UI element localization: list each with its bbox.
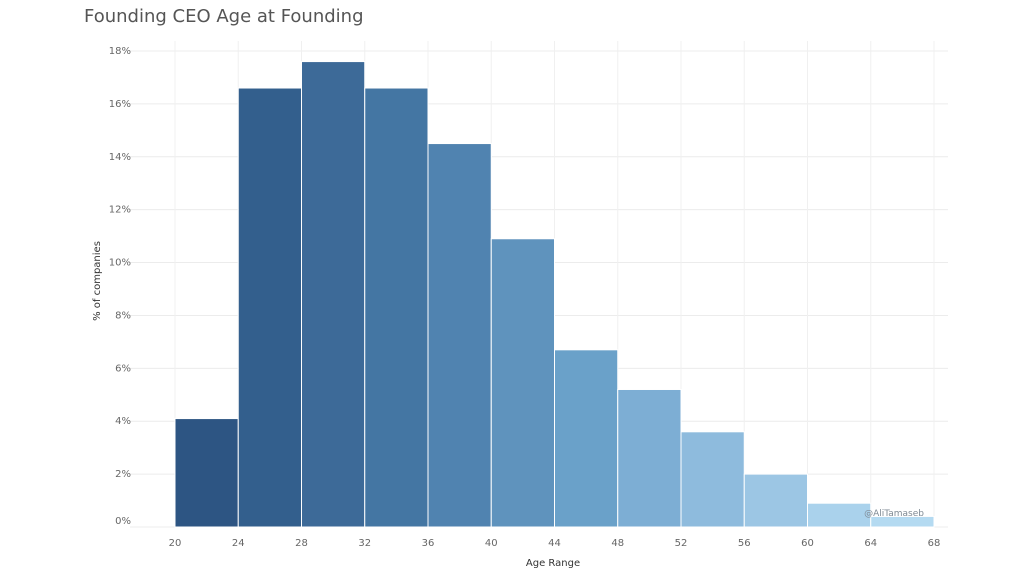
watermark: @AliTamaseb <box>864 509 924 519</box>
x-axis-ticks: 20 24 28 32 36 40 44 48 52 56 60 64 68 <box>169 538 941 549</box>
y-tick-label: 10% <box>109 258 131 269</box>
x-tick-label: 32 <box>358 538 371 549</box>
bar-52-56 <box>680 431 745 528</box>
y-tick-label: 4% <box>115 416 131 427</box>
y-tick-label: 12% <box>109 205 131 216</box>
bar-24-28 <box>237 87 302 528</box>
bar-28-32 <box>301 61 366 528</box>
bar-48-52 <box>617 388 682 528</box>
x-tick-label: 36 <box>422 538 435 549</box>
y-tick-label: 8% <box>115 310 131 321</box>
bar-60-64 <box>807 502 872 528</box>
y-tick-label: 18% <box>109 46 131 57</box>
x-tick-label: 28 <box>295 538 308 549</box>
y-tick-label: 14% <box>109 152 131 163</box>
y-tick-label: 16% <box>109 99 131 110</box>
x-tick-label: 60 <box>801 538 814 549</box>
bar-56-60 <box>743 473 808 528</box>
x-axis-title: Age Range <box>526 558 580 569</box>
y-axis-ticks: 0% 2% 4% 6% 8% 10% 12% 14% 16% 18% <box>109 46 131 527</box>
y-tick-label: 2% <box>115 469 131 480</box>
x-tick-label: 52 <box>675 538 688 549</box>
x-tick-label: 20 <box>169 538 182 549</box>
x-tick-label: 48 <box>611 538 624 549</box>
bar-32-36 <box>364 87 429 528</box>
bars <box>174 61 935 528</box>
bar-40-44 <box>490 238 555 528</box>
bar-44-48 <box>554 349 619 528</box>
x-tick-label: 56 <box>738 538 751 549</box>
x-tick-label: 40 <box>485 538 498 549</box>
bar-64-68 <box>870 515 935 528</box>
x-tick-label: 68 <box>928 538 941 549</box>
x-tick-label: 44 <box>548 538 561 549</box>
x-tick-label: 64 <box>864 538 877 549</box>
bar-20-24 <box>174 418 239 528</box>
y-tick-label: 0% <box>115 516 131 527</box>
x-tick-label: 24 <box>232 538 245 549</box>
bar-36-40 <box>427 143 492 528</box>
y-axis-title: % of companies <box>92 241 103 321</box>
chart-title: Founding CEO Age at Founding <box>84 6 364 27</box>
y-tick-label: 6% <box>115 363 131 374</box>
